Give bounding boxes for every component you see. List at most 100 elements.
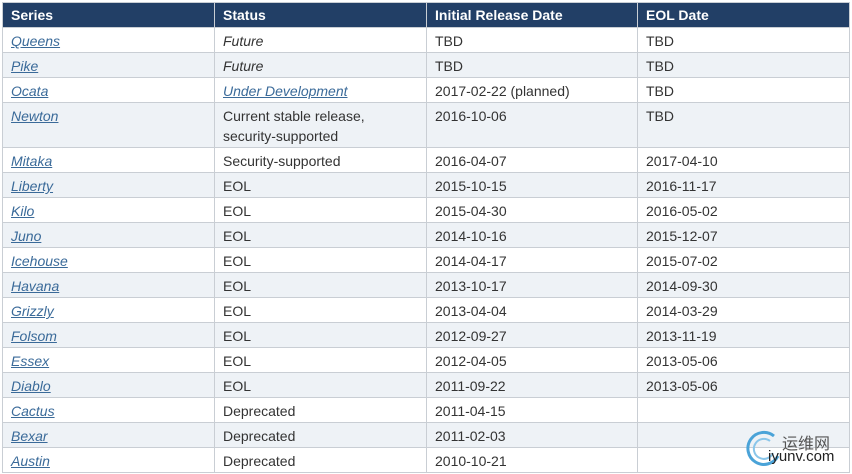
table-row: Ocata Under Development 2017-02-22 (planne… — [2, 77, 850, 103]
table-cell: 2012-04-05 — [426, 347, 638, 373]
header-row: Series Status Initial Release Date EOL Date — [2, 2, 850, 28]
status-text: Future — [223, 58, 264, 74]
series-link[interactable]: Diablo — [11, 378, 51, 394]
table-row: Bexar Deprecated 2011-02-03 — [2, 422, 850, 448]
table-cell: Juno — [2, 222, 215, 248]
table-cell: Ocata — [2, 77, 215, 103]
table-cell: EOL — [214, 247, 427, 273]
series-link[interactable]: Kilo — [11, 203, 35, 219]
table-cell: 2013-05-06 — [637, 347, 850, 373]
date-text: 2013-10-17 — [435, 278, 507, 294]
table-row: Icehouse EOL 2014-04-17 2015-07-02 — [2, 247, 850, 273]
status-text: EOL — [223, 178, 252, 194]
table-cell: 2013-10-17 — [426, 272, 638, 298]
date-text: 2016-05-02 — [646, 203, 718, 219]
date-text: 2011-04-15 — [435, 403, 506, 419]
table-cell: Havana — [2, 272, 215, 298]
status-text: EOL — [223, 253, 252, 269]
date-text: 2013-05-06 — [646, 378, 718, 394]
table-cell: 2013-04-04 — [426, 297, 638, 323]
series-link[interactable]: Austin — [11, 453, 50, 469]
status-text: EOL — [223, 228, 252, 244]
table-row: Kilo EOL 2015-04-30 2016-05-02 — [2, 197, 850, 223]
series-link[interactable]: Icehouse — [11, 253, 68, 269]
series-link[interactable]: Liberty — [11, 178, 54, 194]
table-cell: EOL — [214, 272, 427, 298]
status-text: Deprecated — [223, 453, 296, 469]
table-cell: Folsom — [2, 322, 215, 348]
watermark-logo — [746, 430, 780, 466]
date-text: 2013-11-19 — [646, 328, 717, 344]
table-cell: 2014-09-30 — [637, 272, 850, 298]
date-text: 2014-03-29 — [646, 303, 718, 319]
table-cell: 2014-10-16 — [426, 222, 638, 248]
column-header: Status — [214, 2, 427, 28]
series-link[interactable]: Queens — [11, 33, 61, 49]
table-cell: 2012-09-27 — [426, 322, 638, 348]
date-text: 2013-05-06 — [646, 353, 718, 369]
table-cell: 2016-04-07 — [426, 147, 638, 173]
series-link[interactable]: Folsom — [11, 328, 57, 344]
table-cell: 2016-05-02 — [637, 197, 850, 223]
date-text: 2016-11-17 — [646, 178, 717, 194]
status-text: EOL — [223, 203, 252, 219]
table-cell: Grizzly — [2, 297, 215, 323]
table-cell: EOL — [214, 222, 427, 248]
date-text: 2014-04-17 — [435, 253, 507, 269]
table-cell — [637, 422, 850, 448]
date-text: 2015-10-15 — [435, 178, 507, 194]
watermark-title: 运维网 — [782, 436, 831, 453]
watermark-url: iyunv.com — [768, 448, 835, 465]
table-cell: TBD — [426, 27, 638, 53]
table-row: Folsom EOL 2012-09-27 2013-11-19 — [2, 322, 850, 348]
table-cell: Mitaka — [2, 147, 215, 173]
table-cell: TBD — [426, 52, 638, 78]
table-cell: 2015-04-30 — [426, 197, 638, 223]
table-cell: EOL — [214, 372, 427, 398]
status-text: Deprecated — [223, 403, 296, 419]
table-cell: Deprecated — [214, 422, 427, 448]
table-cell: 2011-09-22 — [426, 372, 638, 398]
series-link[interactable]: Bexar — [11, 428, 48, 444]
column-header: Series — [2, 2, 215, 28]
status-text: EOL — [223, 278, 252, 294]
status-text: EOL — [223, 328, 252, 344]
date-text: 2014-09-30 — [646, 278, 718, 294]
series-link[interactable]: Ocata — [11, 83, 49, 99]
table-cell: EOL — [214, 297, 427, 323]
date-text: 2016-04-07 — [435, 153, 507, 169]
table-cell: Newton — [2, 102, 215, 148]
status-text: Security-supported — [223, 153, 341, 169]
table-cell: 2015-12-07 — [637, 222, 850, 248]
series-link[interactable]: Mitaka — [11, 153, 53, 169]
date-text: TBD — [646, 83, 674, 99]
table-cell: Future — [214, 52, 427, 78]
date-text: 2012-09-27 — [435, 328, 507, 344]
table-cell: Deprecated — [214, 397, 427, 423]
table-cell: 2011-04-15 — [426, 397, 638, 423]
table-cell: Queens — [2, 27, 215, 53]
date-text: TBD — [646, 108, 674, 124]
table-cell: 2016-10-06 — [426, 102, 638, 148]
series-link[interactable]: Essex — [11, 353, 50, 369]
status-link[interactable]: Under Development — [223, 83, 348, 99]
table-row: Juno EOL 2014-10-16 2015-12-07 — [2, 222, 850, 248]
table-cell: Icehouse — [2, 247, 215, 273]
series-link[interactable]: Grizzly — [11, 303, 54, 319]
table-row: Essex EOL 2012-04-05 2013-05-06 — [2, 347, 850, 373]
table-cell: Austin — [2, 447, 215, 473]
table-row: Pike Future TBD TBD — [2, 52, 850, 78]
series-link[interactable]: Pike — [11, 58, 39, 74]
series-link[interactable]: Havana — [11, 278, 60, 294]
series-link[interactable]: Cactus — [11, 403, 55, 419]
table-cell: Security-supported — [214, 147, 427, 173]
series-link[interactable]: Newton — [11, 108, 59, 124]
series-link[interactable]: Juno — [11, 228, 42, 244]
table-row: Diablo EOL 2011-09-22 2013-05-06 — [2, 372, 850, 398]
table-row: Havana EOL 2013-10-17 2014-09-30 — [2, 272, 850, 298]
table-cell: 2017-02-22 (planned) — [426, 77, 638, 103]
table-row: Liberty EOL 2015-10-15 2016-11-17 — [2, 172, 850, 198]
date-text: 2016-10-06 — [435, 108, 507, 124]
table-cell: 2015-10-15 — [426, 172, 638, 198]
table-cell: TBD — [637, 102, 850, 148]
